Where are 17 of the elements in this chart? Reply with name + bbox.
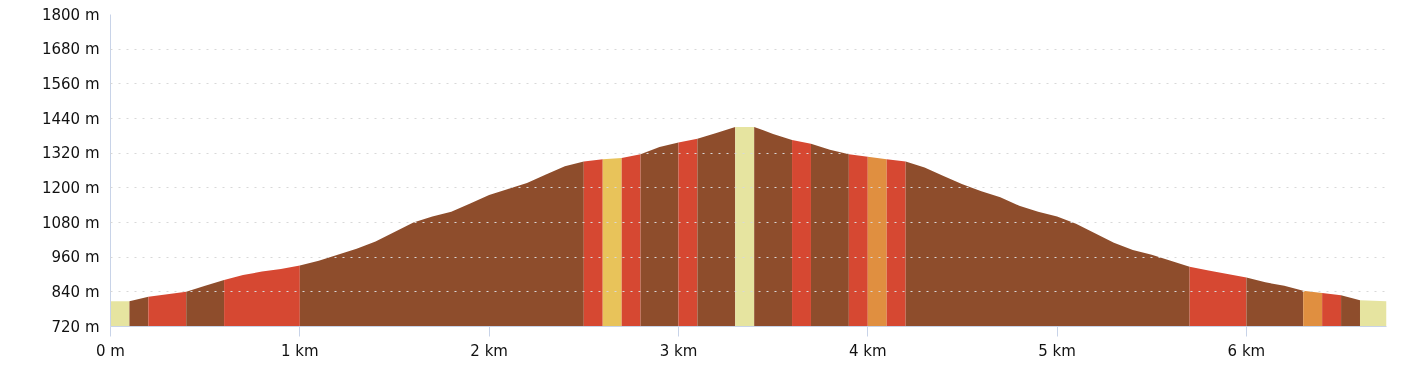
y-tick-label: 960 m (51, 248, 100, 267)
x-tick-label: 4 km (848, 341, 887, 360)
y-tick-label: 1680 m (41, 40, 100, 59)
y-tick-label: 1320 m (41, 144, 100, 163)
x-tick-label: 2 km (470, 341, 508, 360)
x-tick-label: 6 km (1227, 341, 1266, 360)
x-tick-label: 1 km (281, 341, 319, 360)
y-tick-label: 1560 m (41, 74, 100, 93)
x-tick-label: 0 m (96, 341, 125, 360)
y-tick-label: 720 m (51, 317, 100, 336)
y-tick-label: 1440 m (41, 109, 100, 128)
y-tick-label: 1200 m (41, 178, 100, 197)
x-tick-label: 3 km (659, 341, 698, 360)
x-tick-label: 5 km (1038, 341, 1076, 360)
y-tick-label: 1080 m (41, 213, 100, 232)
y-tick-label: 840 m (51, 282, 100, 301)
y-tick-label: 1800 m (41, 5, 100, 24)
